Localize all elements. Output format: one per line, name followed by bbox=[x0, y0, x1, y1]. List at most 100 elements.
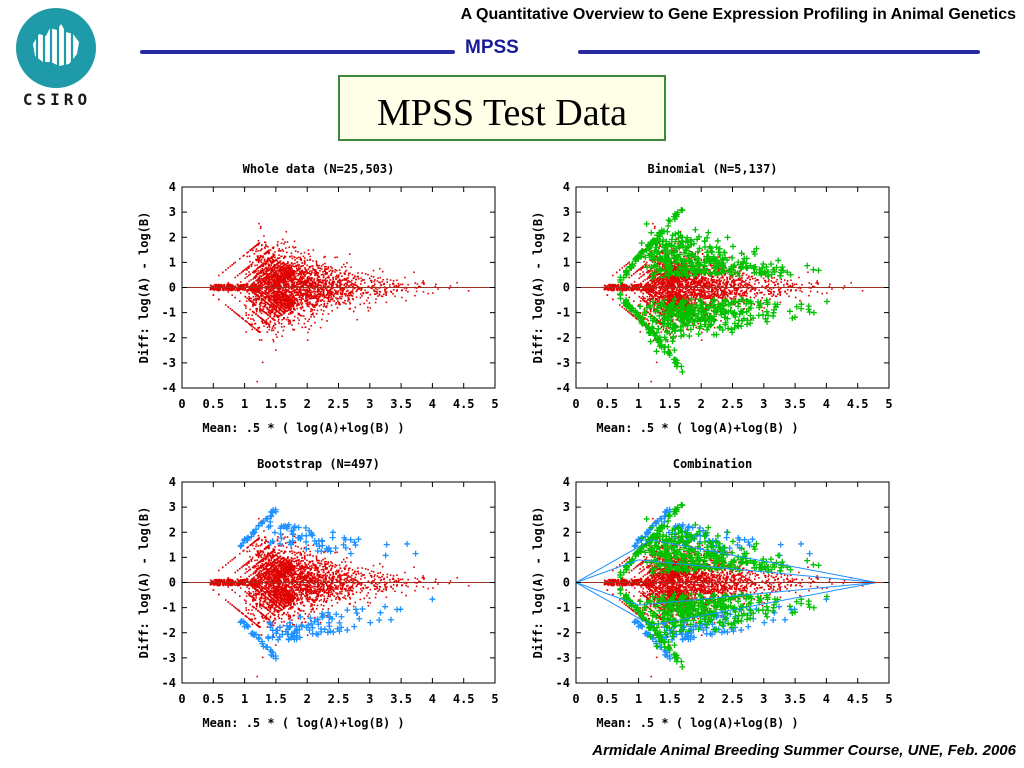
data-point bbox=[280, 291, 283, 293]
data-point bbox=[289, 312, 292, 315]
data-point bbox=[350, 282, 353, 285]
data-point bbox=[325, 294, 327, 297]
data-point bbox=[281, 280, 284, 283]
data-point bbox=[322, 309, 325, 312]
data-point bbox=[315, 312, 318, 315]
data-point bbox=[211, 286, 214, 288]
data-point bbox=[384, 288, 387, 291]
data-point bbox=[657, 292, 660, 294]
data-point bbox=[260, 225, 262, 228]
data-point bbox=[241, 284, 243, 286]
data-point bbox=[328, 276, 330, 279]
data-point bbox=[273, 263, 276, 266]
data-point bbox=[282, 275, 285, 277]
data-point bbox=[282, 273, 285, 276]
data-point bbox=[789, 290, 792, 292]
data-point bbox=[300, 314, 303, 317]
data-point bbox=[362, 292, 364, 294]
data-point bbox=[625, 264, 627, 266]
data-point bbox=[296, 257, 298, 260]
data-point bbox=[456, 281, 458, 284]
data-point bbox=[307, 279, 310, 282]
data-point bbox=[275, 279, 277, 281]
data-point bbox=[278, 284, 281, 287]
data-point bbox=[646, 318, 648, 320]
data-point bbox=[281, 278, 283, 280]
data-point bbox=[352, 277, 355, 280]
data-point bbox=[258, 326, 261, 329]
data-point bbox=[259, 227, 262, 230]
data-point bbox=[316, 295, 318, 298]
data-point bbox=[312, 267, 314, 270]
data-point bbox=[265, 303, 267, 306]
data-point bbox=[263, 322, 266, 324]
data-point bbox=[289, 309, 292, 312]
data-point bbox=[265, 275, 268, 277]
data-point bbox=[261, 265, 263, 267]
data-point bbox=[345, 269, 348, 272]
data-point bbox=[258, 288, 261, 291]
data-point bbox=[673, 260, 676, 262]
data-point bbox=[285, 307, 288, 310]
data-point bbox=[266, 307, 268, 310]
data-point bbox=[263, 276, 265, 279]
data-point bbox=[259, 270, 262, 273]
data-point bbox=[348, 294, 351, 297]
data-point bbox=[432, 292, 434, 294]
data-point bbox=[329, 288, 332, 291]
data-point bbox=[305, 292, 307, 295]
data-point bbox=[709, 301, 711, 304]
data-point bbox=[310, 293, 312, 296]
data-point bbox=[659, 282, 661, 284]
data-point bbox=[295, 272, 298, 275]
data-point bbox=[639, 268, 641, 270]
data-point bbox=[265, 291, 267, 293]
y-tick-label: 0 bbox=[169, 281, 176, 295]
data-point bbox=[829, 283, 831, 286]
data-point bbox=[261, 292, 264, 295]
data-point bbox=[261, 271, 264, 273]
data-point bbox=[238, 273, 241, 275]
data-point bbox=[244, 284, 247, 287]
data-point bbox=[254, 277, 257, 279]
data-point bbox=[335, 293, 337, 295]
data-point bbox=[284, 302, 286, 305]
data-point bbox=[665, 289, 668, 291]
data-point bbox=[254, 270, 257, 272]
data-point bbox=[346, 282, 348, 285]
data-point bbox=[390, 291, 393, 294]
data-point bbox=[304, 268, 307, 271]
data-point bbox=[329, 283, 332, 286]
data-point bbox=[373, 290, 376, 292]
data-point bbox=[256, 380, 259, 383]
data-point bbox=[253, 293, 256, 295]
data-point bbox=[738, 299, 740, 302]
data-point bbox=[295, 297, 298, 300]
data-point bbox=[310, 313, 313, 316]
data-point bbox=[254, 283, 257, 286]
data-point bbox=[644, 248, 646, 251]
data-point bbox=[256, 258, 258, 261]
data-point bbox=[348, 285, 350, 287]
data-point bbox=[311, 283, 314, 285]
data-point bbox=[286, 301, 289, 303]
x-tick-label: 5 bbox=[491, 397, 498, 411]
y-tick-label: -3 bbox=[162, 356, 176, 370]
data-point bbox=[378, 281, 380, 284]
data-point bbox=[266, 287, 268, 290]
data-point bbox=[240, 285, 243, 288]
data-point bbox=[694, 298, 696, 301]
data-point bbox=[309, 258, 312, 261]
data-point bbox=[232, 262, 235, 265]
data-point bbox=[271, 310, 274, 312]
data-point bbox=[270, 329, 273, 332]
data-point bbox=[675, 301, 677, 304]
data-point bbox=[723, 294, 726, 296]
data-point bbox=[437, 288, 439, 290]
data-point bbox=[264, 241, 267, 244]
data-point bbox=[345, 285, 347, 288]
data-point bbox=[251, 249, 254, 252]
data-point bbox=[238, 257, 241, 260]
data-point bbox=[252, 326, 255, 328]
data-point bbox=[709, 294, 712, 297]
